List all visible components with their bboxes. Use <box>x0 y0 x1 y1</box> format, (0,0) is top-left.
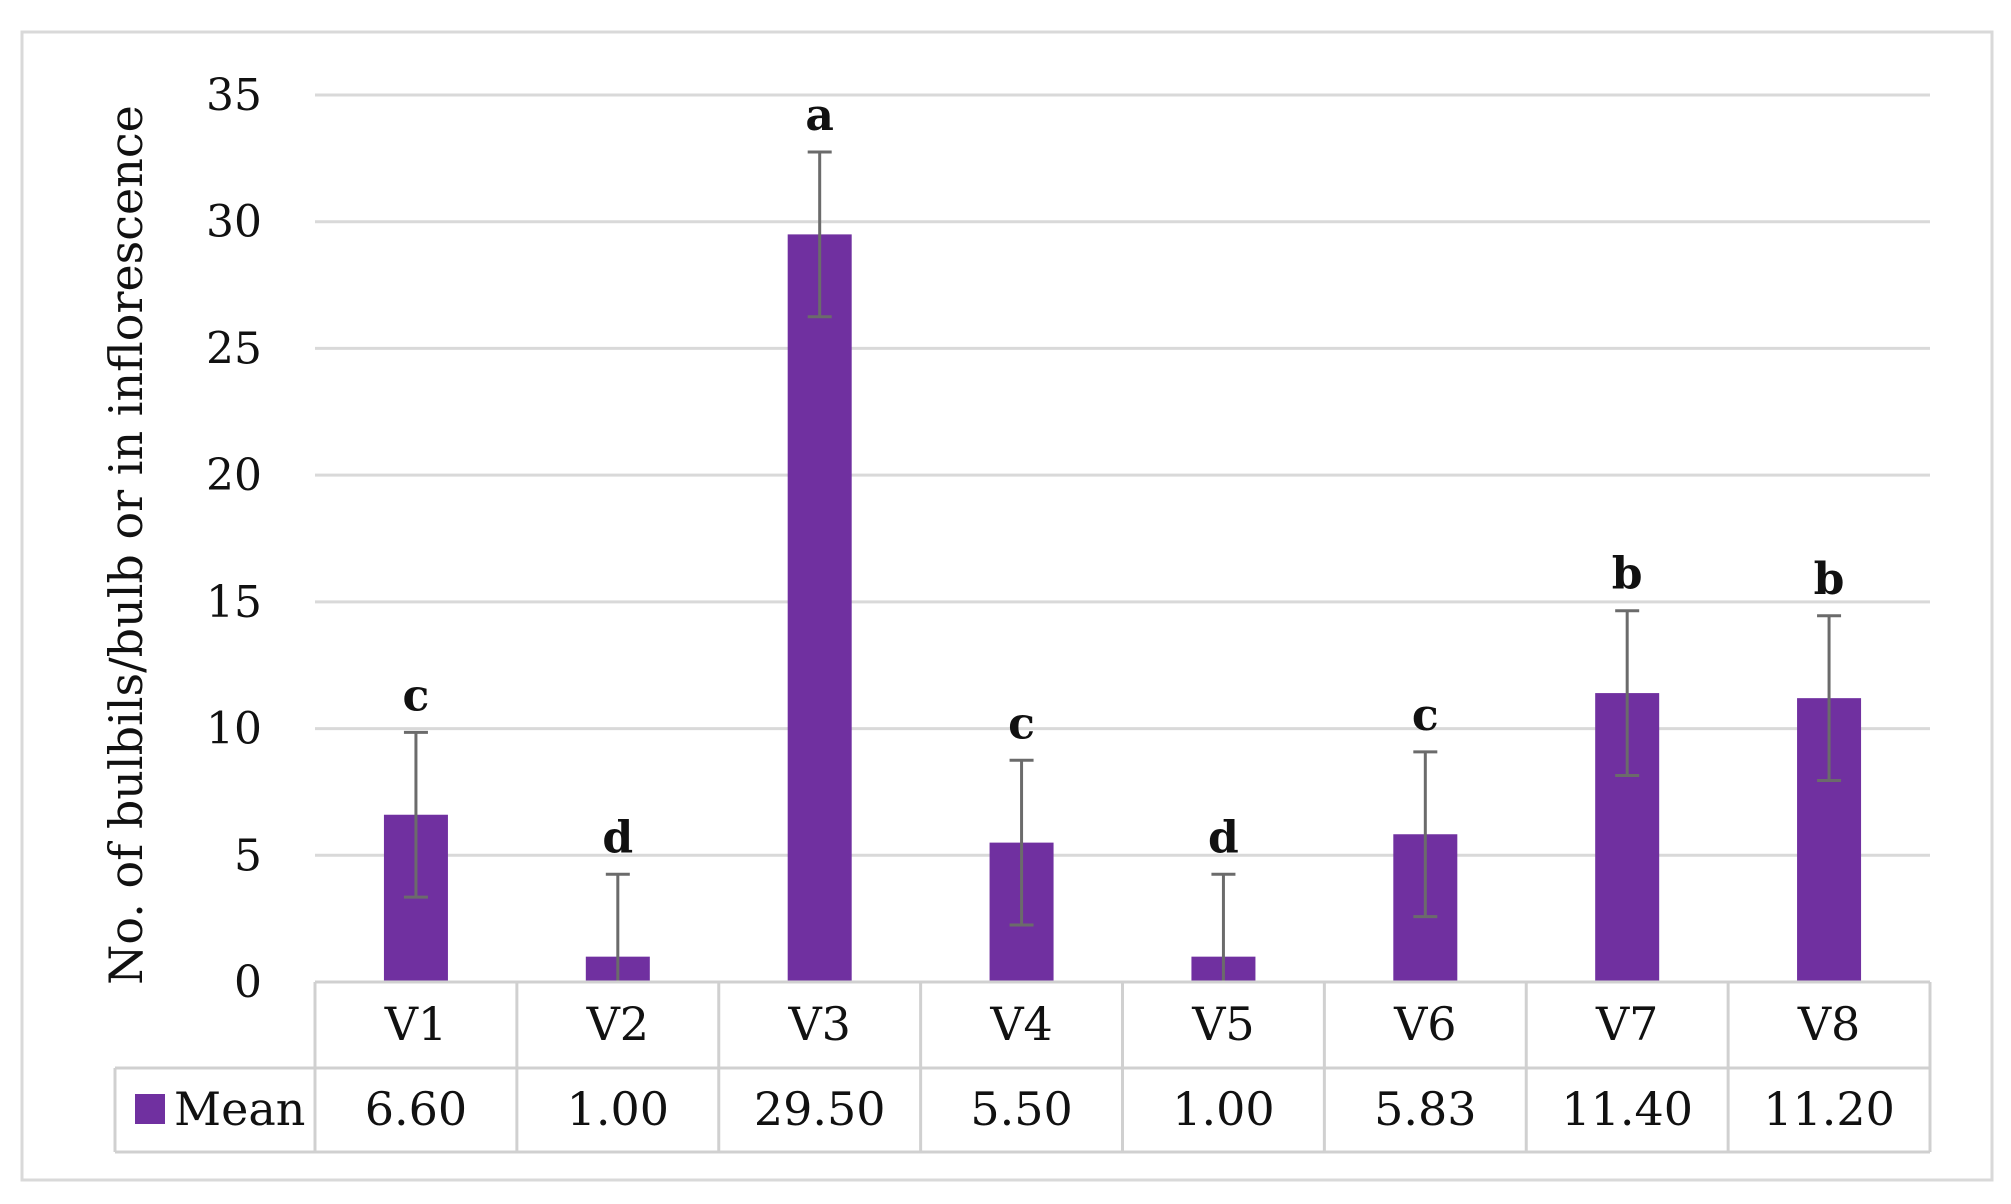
y-tick-label: 20 <box>206 450 262 501</box>
significance-letter: d <box>602 812 633 863</box>
x-tick-label: V1 <box>384 997 448 1051</box>
data-label: 1.00 <box>1172 1082 1274 1136</box>
x-tick-label: V7 <box>1595 997 1659 1051</box>
x-tick-label: V3 <box>787 997 851 1051</box>
significance-letter: d <box>1208 812 1239 863</box>
error-bars <box>403 150 1842 982</box>
significance-letter: b <box>1814 554 1845 605</box>
data-table: V1 6.60 V2 1.00 V3 29.50 V4 5.50 V5 1.00 V6 5.83 V7 1… <box>113 980 1932 1154</box>
legend-label: Mean <box>174 1082 305 1136</box>
y-tick-label: 10 <box>206 704 262 755</box>
bars <box>383 234 1862 982</box>
data-label: 1.00 <box>567 1082 669 1136</box>
gridlines <box>315 93 1930 857</box>
significance-letter: c <box>1008 698 1035 749</box>
data-label: 5.50 <box>970 1082 1072 1136</box>
significance-letter: a <box>805 90 834 141</box>
chart-border <box>20 30 1994 1182</box>
legend-swatch <box>135 1094 165 1124</box>
y-tick-label: 0 <box>234 957 262 1008</box>
y-tick-label: 30 <box>206 197 262 248</box>
x-tick-label: V6 <box>1393 997 1457 1051</box>
data-label: 29.50 <box>754 1082 886 1136</box>
data-label: 11.40 <box>1561 1082 1693 1136</box>
significance-letters: c d a c d c b b <box>403 90 1845 863</box>
significance-letter: c <box>403 670 430 721</box>
data-label: 11.20 <box>1763 1082 1895 1136</box>
y-tick-label: 15 <box>206 577 262 628</box>
y-tick-label: 35 <box>206 70 262 121</box>
x-tick-label: V5 <box>1191 997 1255 1051</box>
y-axis-title: No. of bulbils/bulb or in inflorescence <box>99 105 153 985</box>
data-label: 5.83 <box>1374 1082 1476 1136</box>
y-tick-label: 25 <box>206 323 262 374</box>
data-label: 6.60 <box>365 1082 467 1136</box>
significance-letter: c <box>1412 690 1439 741</box>
x-tick-label: V2 <box>586 997 650 1051</box>
bar-v3 <box>787 234 852 982</box>
x-tick-label: V4 <box>989 997 1053 1051</box>
y-tick-label: 5 <box>234 830 262 881</box>
significance-letter: b <box>1612 549 1643 600</box>
x-tick-label: V8 <box>1797 997 1861 1051</box>
y-axis-ticks: 0 5 10 15 20 25 30 35 <box>206 70 262 1008</box>
